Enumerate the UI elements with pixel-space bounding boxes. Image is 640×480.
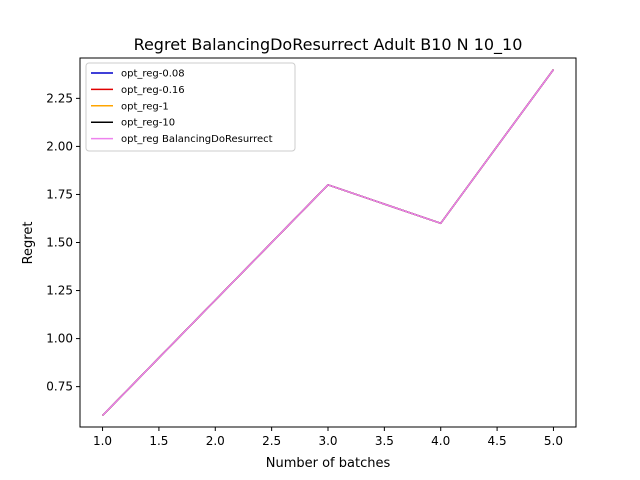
y-tick-label: 1.50 (46, 236, 73, 250)
x-tick-label: 4.0 (431, 434, 450, 448)
legend-box (85, 62, 296, 152)
x-tick-label: 4.5 (488, 434, 507, 448)
y-tick-label: 2.25 (46, 91, 73, 105)
legend-entry: opt_reg BalancingDoResurrect (121, 134, 273, 145)
legend-entry: opt_reg-0.16 (121, 85, 185, 96)
x-tick-label: 1.0 (93, 434, 112, 448)
series-line-5 (102, 69, 555, 416)
x-tick-label: 1.5 (149, 434, 168, 448)
chart-title: Regret BalancingDoResurrect Adult B10 N … (134, 35, 523, 55)
y-tick-label: 2.00 (46, 139, 73, 153)
x-tick-label: 3.5 (375, 434, 394, 448)
y-axis-label: Regret (21, 222, 36, 265)
x-tick-label: 2.0 (206, 434, 225, 448)
legend: opt_reg-0.08 opt_reg-0.16 opt_reg-1 opt_reg… (85, 62, 296, 152)
y-tick-label: 1.00 (46, 332, 73, 346)
x-tick-label: 3.0 (318, 434, 337, 448)
legend-entry: opt_reg-0.08 (121, 69, 185, 80)
plot-area: 1.0 1.5 2.0 2.5 3.0 3.5 4.0 4.5 5.0 0.75 1.00 1.25 1… (46, 57, 577, 448)
y-tick-label: 0.75 (46, 380, 73, 394)
x-tick-label: 2.5 (262, 434, 281, 448)
y-tick-label: 1.25 (46, 284, 73, 298)
legend-entry: opt_reg-1 (121, 101, 169, 112)
legend-entry: opt_reg-10 (121, 118, 175, 129)
x-axis-label: Number of batches (266, 456, 391, 471)
y-tick-label: 1.75 (46, 187, 73, 201)
x-tick-label: 5.0 (544, 434, 563, 448)
